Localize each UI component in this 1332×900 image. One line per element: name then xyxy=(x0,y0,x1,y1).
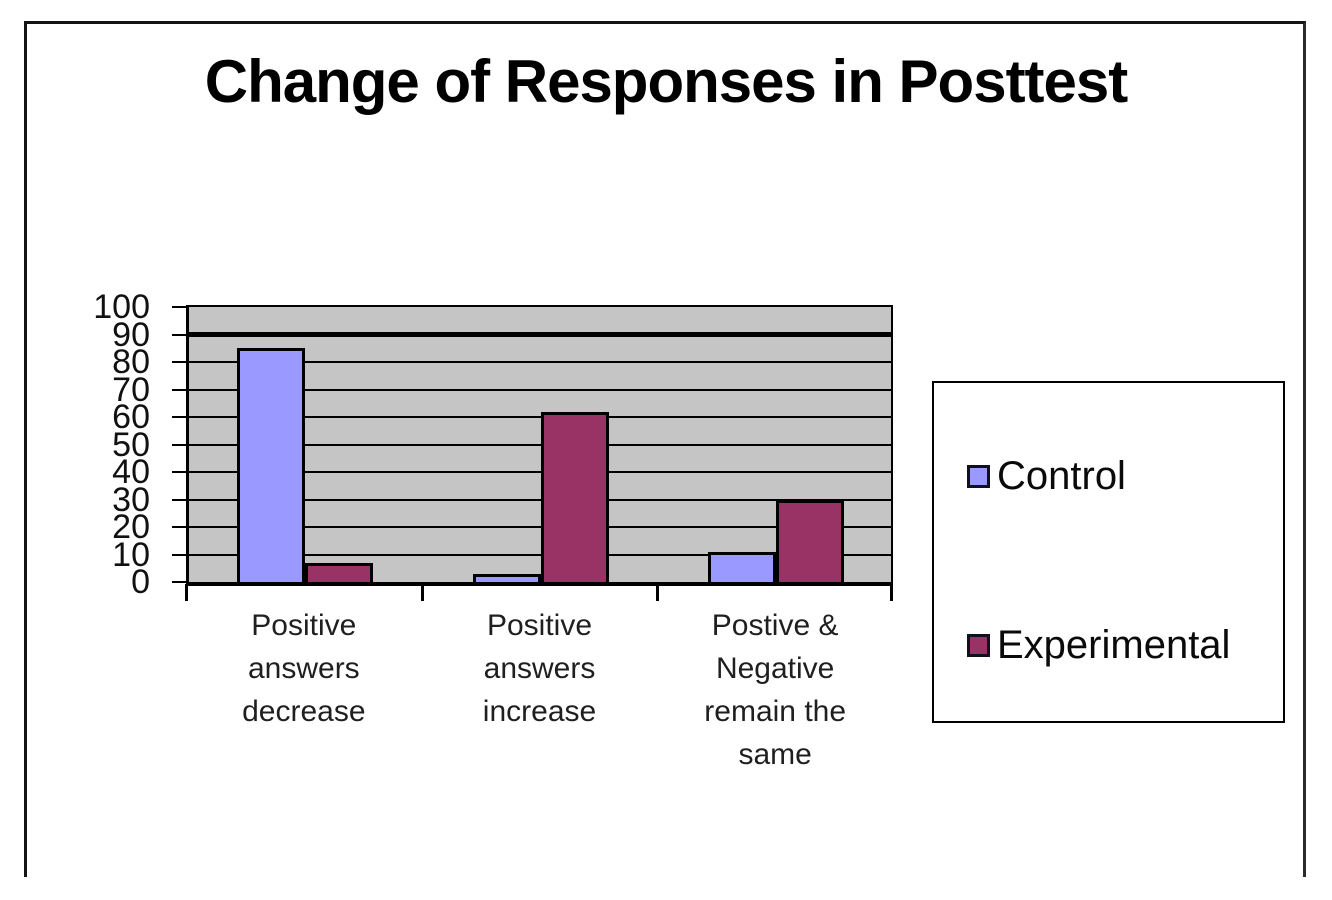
y-axis-tick-10 xyxy=(172,553,187,556)
y-axis-tick-label-0: 0 xyxy=(131,563,150,601)
legend-label-control: Control xyxy=(997,453,1126,498)
y-axis-tick-label-20: 20 xyxy=(112,508,150,546)
y-axis-tick-80 xyxy=(172,361,187,363)
y-axis-tick-label-80: 80 xyxy=(112,343,150,381)
legend-item-experimental: Experimental xyxy=(967,623,1230,667)
y-axis-tick-50 xyxy=(172,443,187,446)
y-axis-tick-0 xyxy=(172,581,187,583)
gridline-10 xyxy=(189,553,891,556)
y-axis-tick-label-60: 60 xyxy=(112,398,150,436)
gridline-90 xyxy=(189,332,891,337)
legend-marker-control xyxy=(967,464,990,488)
legend-marker-experimental xyxy=(967,633,990,657)
bar-experimental-2 xyxy=(776,499,845,582)
y-axis-tick-100 xyxy=(172,306,187,308)
y-axis-tick-label-70: 70 xyxy=(112,370,150,409)
y-axis-tick-label-90: 90 xyxy=(112,315,150,354)
bar-experimental-1 xyxy=(540,411,609,582)
gridline-30 xyxy=(189,498,891,501)
y-axis-tick-label-10: 10 xyxy=(112,535,150,574)
y-axis-tick-30 xyxy=(172,498,187,501)
x-axis-category-label-0: Positive answers decrease xyxy=(242,609,366,728)
y-axis-tick-label-30: 30 xyxy=(112,480,150,519)
y-axis-tick-70 xyxy=(172,388,187,391)
x-axis-tick-0 xyxy=(185,584,188,601)
chart-title: Change of Responses in Posttest xyxy=(204,48,1129,115)
y-axis-tick-label-100: 100 xyxy=(93,288,150,326)
gridline-60 xyxy=(189,416,891,418)
gridline-40 xyxy=(189,471,891,473)
gridline-70 xyxy=(189,388,891,391)
legend-label-experimental: Experimental xyxy=(997,622,1231,667)
bar-control-1 xyxy=(472,573,541,582)
plot-area xyxy=(186,305,893,586)
bar-control-0 xyxy=(236,348,305,582)
y-axis-tick-90 xyxy=(172,333,187,336)
y-axis-tick-60 xyxy=(172,416,187,418)
x-axis-tick-3 xyxy=(890,584,893,601)
y-axis-tick-40 xyxy=(172,471,187,473)
x-axis-tick-1 xyxy=(420,584,424,601)
gridline-80 xyxy=(189,361,891,363)
y-axis-tick-label-50: 50 xyxy=(112,425,150,464)
x-axis-category-label-2: Postive & Negative remain the same xyxy=(704,609,847,771)
gridline-20 xyxy=(189,526,891,528)
y-axis-tick-label-40: 40 xyxy=(112,453,150,491)
legend-item-control: Control xyxy=(967,454,1126,498)
legend: Control Experimental xyxy=(932,381,1285,723)
x-axis-tick-2 xyxy=(656,584,660,601)
y-axis-tick-20 xyxy=(172,526,187,528)
gridline-50 xyxy=(189,443,891,446)
x-axis-category-label-1: Positive answers increase xyxy=(482,609,597,728)
bar-control-2 xyxy=(708,551,777,582)
bar-experimental-0 xyxy=(304,562,373,582)
